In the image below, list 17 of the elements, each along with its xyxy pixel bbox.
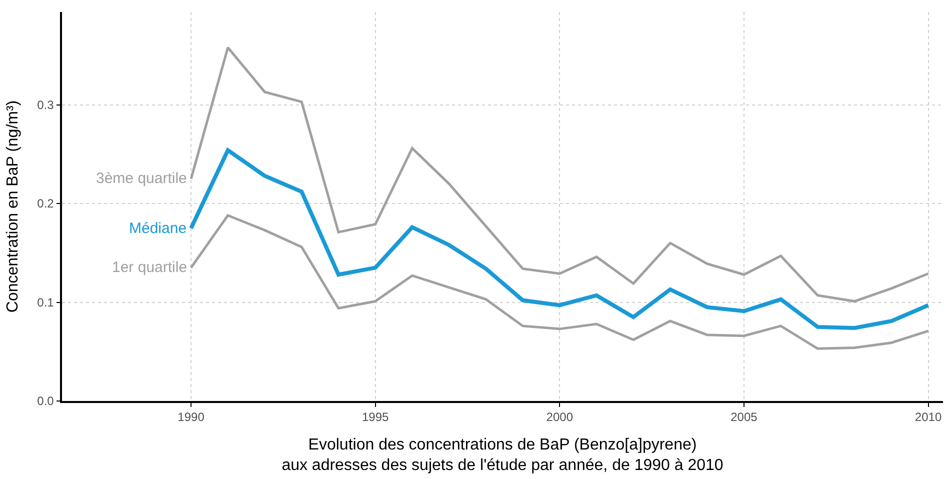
series-label: 3ème quartile xyxy=(96,170,187,187)
y-tick-label: 0.3 xyxy=(37,98,54,112)
y-tick-label: 0.0 xyxy=(37,394,54,408)
y-axis-title: Concentration en BaP (ng/m³) xyxy=(4,100,22,313)
series-label: Médiane xyxy=(129,220,187,237)
line-series xyxy=(189,148,930,330)
x-tick-label: 2005 xyxy=(730,410,758,424)
y-tick-label: 0.1 xyxy=(37,295,54,310)
x-tick-label: 1995 xyxy=(362,410,389,424)
x-tick-label: 2010 xyxy=(914,410,942,424)
line-series xyxy=(190,214,930,350)
x-tick-label: 2000 xyxy=(546,410,574,424)
y-tick-label: 0.2 xyxy=(37,196,54,211)
x-tick-label: 1990 xyxy=(178,410,205,424)
series-label: 1er quartile xyxy=(112,259,188,276)
x-axis-title: Evolution des concentrations de BaP (Benzo[a]pyrene) aux adresses des sujets de l'étude par année, de 1990 à 2010 xyxy=(282,436,724,474)
line-series xyxy=(190,46,930,303)
